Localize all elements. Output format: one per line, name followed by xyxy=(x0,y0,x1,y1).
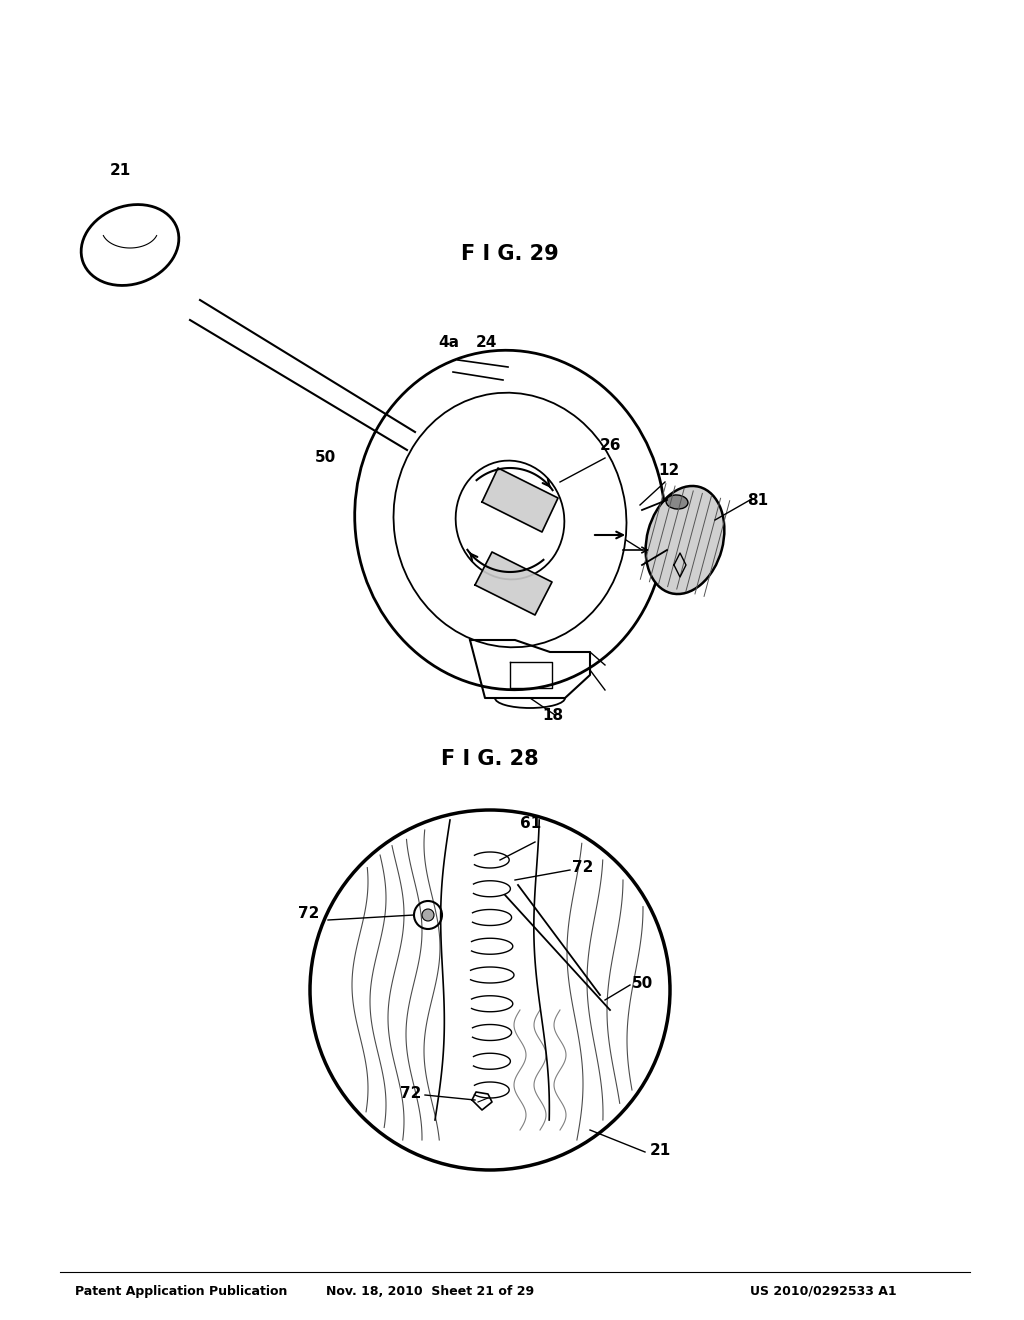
Text: 61: 61 xyxy=(520,816,542,832)
Text: 24: 24 xyxy=(476,335,498,350)
Text: F I G. 28: F I G. 28 xyxy=(441,748,539,770)
Circle shape xyxy=(422,909,434,921)
Text: 26: 26 xyxy=(600,438,622,453)
Text: 72: 72 xyxy=(298,906,319,921)
Text: 12: 12 xyxy=(658,463,679,478)
Text: 72: 72 xyxy=(572,861,593,875)
Text: 21: 21 xyxy=(110,162,131,178)
Ellipse shape xyxy=(645,486,724,594)
Polygon shape xyxy=(475,552,552,615)
Ellipse shape xyxy=(666,495,688,510)
Text: Nov. 18, 2010  Sheet 21 of 29: Nov. 18, 2010 Sheet 21 of 29 xyxy=(326,1284,535,1298)
Text: 18: 18 xyxy=(543,708,563,723)
Text: US 2010/0292533 A1: US 2010/0292533 A1 xyxy=(750,1284,897,1298)
Text: 81: 81 xyxy=(746,492,768,508)
Text: 50: 50 xyxy=(632,975,653,991)
Text: 21: 21 xyxy=(650,1143,672,1158)
Text: Patent Application Publication: Patent Application Publication xyxy=(75,1284,288,1298)
Text: 50: 50 xyxy=(315,450,336,465)
Text: 72: 72 xyxy=(400,1086,421,1101)
Text: F I G. 29: F I G. 29 xyxy=(461,244,559,264)
Text: 4a: 4a xyxy=(438,335,459,350)
Polygon shape xyxy=(482,469,558,532)
